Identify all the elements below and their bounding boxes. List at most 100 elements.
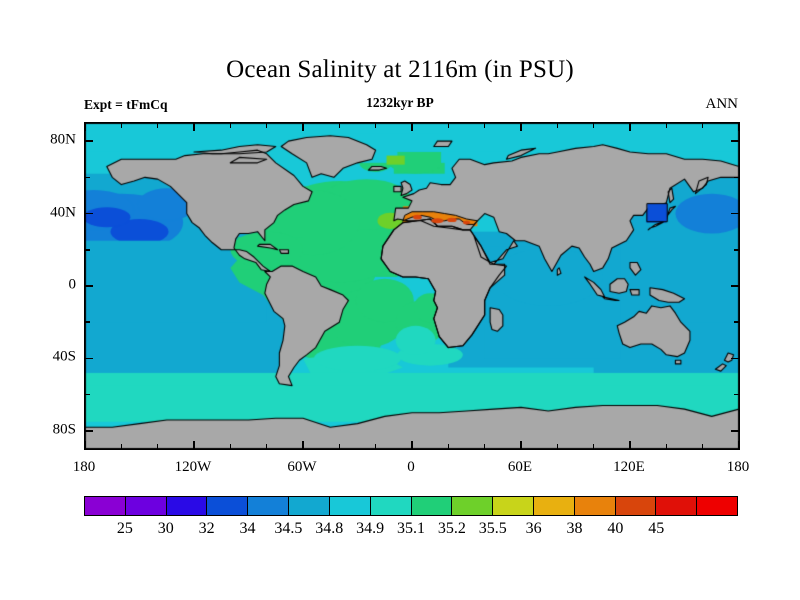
colorbar-segment xyxy=(656,497,698,515)
y-axis-tick-label: 80S xyxy=(52,421,76,438)
colorbar-segment xyxy=(370,497,412,515)
y-tick-right xyxy=(731,285,739,287)
colorbar-segment xyxy=(493,497,534,515)
colorbar-tick-label: 35.1 xyxy=(397,520,425,537)
colorbar-segment xyxy=(574,497,616,515)
colorbar-segment xyxy=(289,497,330,515)
x-axis-tick-label: 60E xyxy=(507,459,533,475)
y-tick-right xyxy=(731,212,739,215)
colorbar-segment xyxy=(697,497,737,515)
colorbar-segment xyxy=(125,497,167,515)
colorbar-tick-label: 34 xyxy=(239,520,256,537)
y-tick-left xyxy=(85,285,93,287)
x-tick-top xyxy=(592,123,595,128)
y-tick-left xyxy=(85,212,93,215)
x-tick-bottom xyxy=(265,444,268,449)
colorbar-tick-label: 36 xyxy=(525,520,542,537)
x-tick-bottom xyxy=(520,441,522,449)
x-tick-top xyxy=(447,123,450,128)
experiment-label: Expt = tFmCq xyxy=(84,97,168,112)
x-tick-top xyxy=(411,123,413,131)
x-tick-bottom xyxy=(85,441,86,449)
y-axis-tick-label: 0 xyxy=(68,276,77,293)
figure-subtitle: 1232kyr BP xyxy=(366,95,434,110)
x-tick-bottom xyxy=(374,444,377,449)
y-tick-left xyxy=(85,176,90,179)
x-axis-tick-label: 60W xyxy=(287,459,317,475)
colorbar-segment xyxy=(615,497,657,515)
x-axis-tick-label: 120W xyxy=(174,459,212,475)
x-tick-top xyxy=(629,123,631,131)
x-tick-bottom xyxy=(592,444,595,449)
colorbar-tick-label: 25 xyxy=(116,520,133,537)
y-tick-right xyxy=(734,176,739,179)
x-tick-top xyxy=(156,123,159,128)
colorbar-segment xyxy=(248,497,290,515)
x-tick-top xyxy=(193,123,195,131)
x-tick-top xyxy=(701,123,704,128)
colorbar-tick-label: 34.9 xyxy=(356,520,385,537)
colorbar-tick-label: 38 xyxy=(566,520,583,537)
x-tick-bottom xyxy=(447,444,450,449)
y-tick-right xyxy=(734,249,739,251)
colorbar-tick-label: 30 xyxy=(157,520,174,537)
colorbar-tick-label: 35.2 xyxy=(437,520,466,537)
colorbar-strip xyxy=(84,496,738,516)
y-tick-right xyxy=(731,357,739,360)
x-tick-bottom xyxy=(738,441,739,449)
x-tick-bottom xyxy=(556,444,559,449)
page-title: Ocean Salinity at 2116m (in PSU) xyxy=(226,56,574,83)
y-axis-tick-label: 40N xyxy=(50,204,76,221)
x-tick-top xyxy=(302,123,304,131)
x-tick-bottom xyxy=(229,444,232,449)
x-tick-bottom xyxy=(483,444,486,449)
x-tick-top xyxy=(520,123,522,131)
colorbar-segment xyxy=(452,497,494,515)
colorbar-segment xyxy=(166,497,208,515)
x-tick-top xyxy=(738,123,739,131)
x-tick-top xyxy=(556,123,559,128)
x-tick-bottom xyxy=(701,444,704,449)
x-tick-top xyxy=(665,123,668,128)
y-tick-right xyxy=(734,321,739,323)
season-label: ANN xyxy=(705,96,739,112)
x-tick-top xyxy=(374,123,377,128)
y-tick-left xyxy=(85,249,90,251)
colorbar-tick-label: 45 xyxy=(648,520,665,537)
colorbar-segment xyxy=(207,497,249,515)
salinity-map-canvas xyxy=(85,123,739,449)
y-tick-left xyxy=(85,430,93,432)
x-tick-top xyxy=(265,123,268,128)
colorbar-segment xyxy=(533,497,575,515)
colorbar xyxy=(84,496,738,516)
y-tick-left xyxy=(85,140,93,142)
x-tick-top xyxy=(229,123,232,128)
colorbar-tick-label: 40 xyxy=(607,520,624,537)
colorbar-segment xyxy=(329,497,371,515)
x-tick-top xyxy=(85,123,86,131)
x-tick-bottom xyxy=(629,441,631,449)
x-axis-tick-label: 0 xyxy=(407,459,415,475)
x-tick-bottom xyxy=(156,444,159,449)
colorbar-segment xyxy=(411,497,453,515)
colorbar-tick-label: 34.8 xyxy=(315,520,344,537)
colorbar-tick-label: 32 xyxy=(198,520,215,537)
y-tick-left xyxy=(85,321,90,323)
x-axis-tick-label: 120E xyxy=(613,459,645,475)
y-tick-right xyxy=(734,393,739,396)
x-tick-top xyxy=(338,123,341,128)
y-tick-left xyxy=(85,357,93,360)
x-tick-bottom xyxy=(193,441,195,449)
x-axis-tick-label: 180 xyxy=(72,459,96,475)
y-tick-left xyxy=(85,393,90,396)
y-tick-right xyxy=(731,430,739,432)
x-tick-top xyxy=(120,123,123,128)
colorbar-segment xyxy=(85,497,126,515)
x-tick-top xyxy=(483,123,486,128)
x-tick-bottom xyxy=(411,441,413,449)
colorbar-tick-label: 35.5 xyxy=(478,520,507,537)
x-tick-bottom xyxy=(120,444,123,449)
y-axis-tick-label: 80N xyxy=(50,131,76,148)
x-tick-bottom xyxy=(302,441,304,449)
